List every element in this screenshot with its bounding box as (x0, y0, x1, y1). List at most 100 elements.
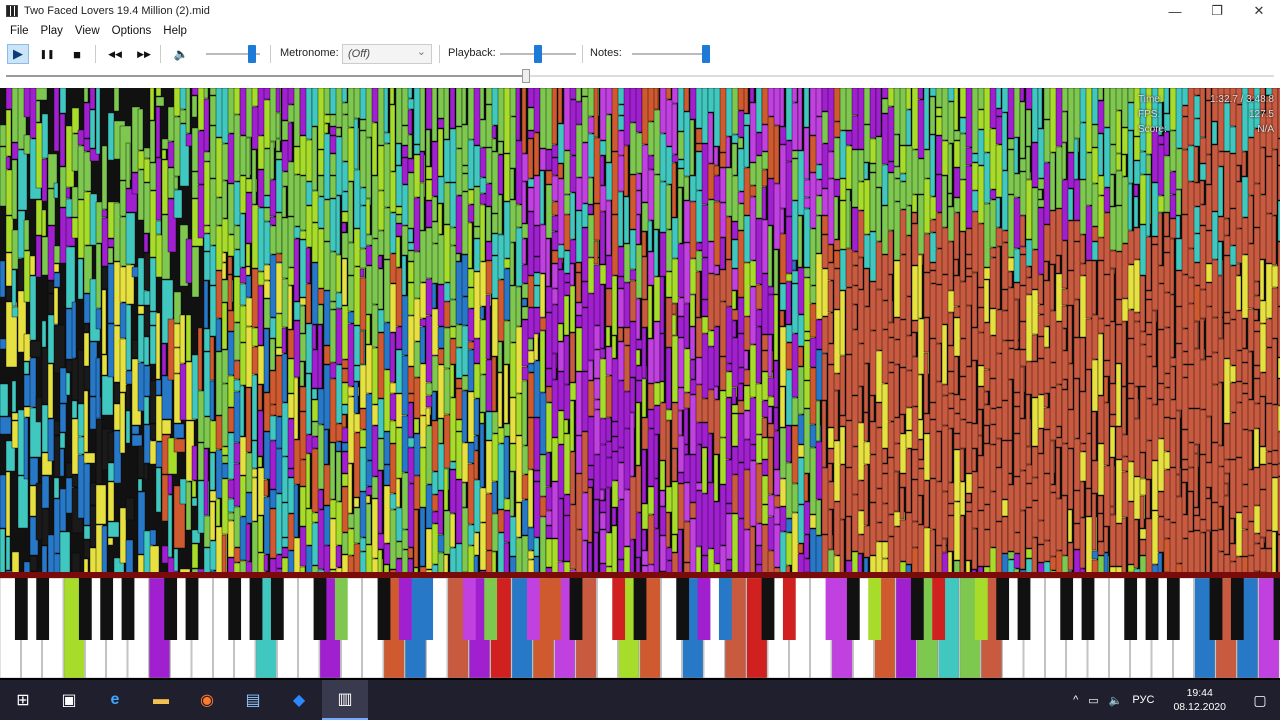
note-block (1205, 487, 1211, 499)
note-block (23, 417, 29, 480)
note-block (719, 484, 727, 546)
note-block (1019, 470, 1027, 511)
menu-file[interactable]: File (10, 25, 29, 37)
volume-slider-thumb[interactable] (248, 45, 257, 63)
app-window-icon[interactable]: ▤ (245, 692, 261, 709)
note-block (209, 501, 216, 541)
seek-bar[interactable] (6, 69, 1274, 83)
mute-button[interactable]: 🔈 (170, 44, 192, 64)
speaker-icon[interactable]: 🔈 (1108, 694, 1123, 707)
note-block (467, 204, 475, 223)
piano-app-taskbar-icon[interactable]: ▥ (322, 680, 368, 720)
note-block (1277, 88, 1280, 139)
note-block (149, 325, 157, 365)
tray-overflow-icon[interactable]: ^ (1073, 694, 1079, 706)
note-block (173, 423, 185, 439)
seek-bar-thumb[interactable] (521, 69, 530, 83)
note-block (947, 503, 955, 516)
note-block (383, 564, 390, 576)
metronome-select[interactable]: (Off) (342, 44, 432, 64)
note-block (11, 159, 18, 220)
note-block (71, 186, 79, 218)
note-block (371, 476, 379, 499)
note-block (827, 312, 834, 344)
note-block (1205, 530, 1211, 576)
note-block (155, 467, 162, 513)
note-block (1217, 241, 1223, 276)
note-block (371, 558, 384, 576)
note-block (1139, 275, 1146, 332)
play-button[interactable]: ▶ (7, 44, 29, 64)
note-block (395, 236, 401, 268)
maximize-button[interactable]: ❐ (1211, 3, 1223, 18)
menu-play[interactable]: Play (40, 25, 63, 37)
note-block (959, 231, 966, 282)
note-block (833, 268, 841, 310)
toolbar-separator (582, 45, 583, 63)
fast-forward-button[interactable]: ▶▶ (133, 44, 155, 64)
volume-slider[interactable] (206, 45, 260, 63)
note-block (881, 448, 888, 464)
note-block (623, 546, 635, 576)
note-block (773, 507, 781, 525)
note-block (1067, 509, 1073, 543)
file-explorer-icon[interactable]: ▬ (153, 691, 169, 708)
menu-options[interactable]: Options (111, 25, 152, 37)
notes-slider-thumb[interactable] (702, 45, 710, 63)
playback-slider-thumb[interactable] (534, 45, 542, 63)
note-block (905, 88, 912, 110)
note-block (917, 419, 924, 440)
note-block (1067, 188, 1074, 221)
playback-slider[interactable] (500, 45, 576, 63)
close-button[interactable]: ✕ (1253, 3, 1265, 18)
note-block (407, 228, 414, 243)
note-block (401, 157, 409, 185)
note-block (83, 138, 91, 152)
firefox-icon[interactable]: ◉ (200, 692, 214, 709)
notes-slider[interactable] (632, 45, 710, 63)
note-block (755, 309, 763, 327)
note-block (1025, 277, 1033, 295)
menu-view[interactable]: View (74, 25, 100, 37)
stop-button[interactable]: ■ (66, 44, 88, 64)
note-block (167, 198, 177, 253)
edge-icon[interactable]: e (110, 691, 120, 708)
note-block (941, 175, 948, 228)
note-block (587, 487, 593, 543)
clock[interactable]: 19:44 08.12.2020 (1173, 686, 1226, 714)
minimize-button[interactable]: — (1168, 3, 1182, 19)
note-block (665, 347, 672, 410)
pause-button[interactable]: ❚❚ (36, 44, 58, 64)
network-icon[interactable]: ▭ (1088, 694, 1099, 707)
note-block (161, 343, 167, 376)
note-block (419, 88, 426, 152)
note-block (1007, 271, 1013, 288)
note-block (1109, 506, 1115, 515)
notification-icon[interactable]: ▢ (1253, 691, 1267, 708)
note-block (683, 176, 690, 201)
note-block (203, 88, 209, 99)
piano-keyboard (0, 578, 1280, 678)
note-block (491, 356, 497, 412)
note-block (167, 494, 173, 558)
menu-help[interactable]: Help (163, 25, 187, 37)
note-block (737, 333, 746, 368)
note-block (827, 280, 834, 313)
note-block (83, 390, 89, 453)
windows-start-icon[interactable]: ⊞ (16, 692, 30, 709)
note-block (479, 88, 485, 120)
note-block (611, 275, 618, 336)
note-block (1223, 235, 1234, 256)
app-blue-icon[interactable]: ◆ (292, 692, 306, 709)
note-block (989, 189, 997, 200)
language-indicator[interactable]: РУС (1132, 694, 1155, 706)
note-block (431, 283, 437, 309)
task-view-icon[interactable]: ▣ (61, 692, 77, 709)
note-block (143, 336, 150, 366)
note-block (1199, 318, 1205, 360)
note-block (1133, 259, 1141, 313)
rewind-button[interactable]: ◀◀ (104, 44, 126, 64)
note-block (569, 263, 575, 286)
note-block (1145, 299, 1158, 323)
note-block (311, 126, 318, 191)
